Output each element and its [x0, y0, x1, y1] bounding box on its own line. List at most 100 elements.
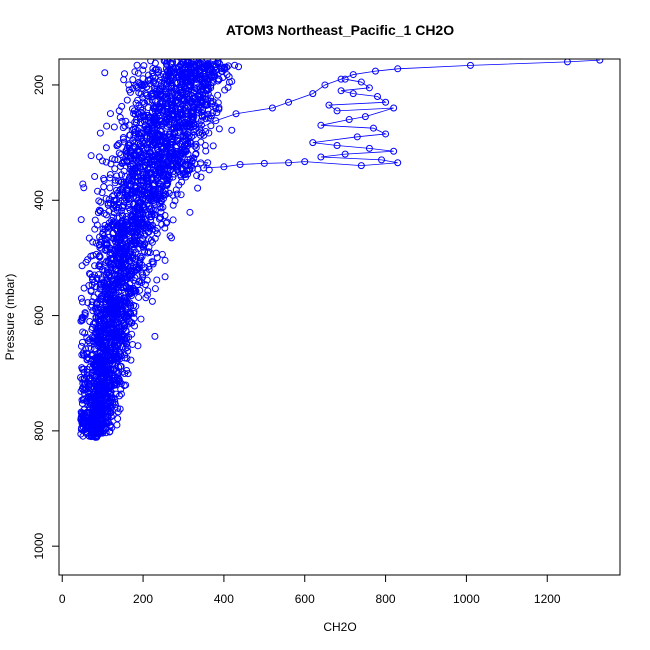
series-1-point — [301, 158, 309, 166]
data-point — [138, 81, 146, 89]
series-0-point — [169, 167, 177, 175]
y-tick-label: 200 — [32, 75, 46, 95]
series-1-point — [184, 156, 192, 164]
data-point — [158, 220, 166, 228]
data-point — [130, 132, 138, 140]
data-point — [127, 302, 135, 310]
y-axis: 200 400 600 800 1000 — [32, 75, 60, 560]
data-point — [160, 171, 168, 179]
data-point — [102, 429, 110, 437]
data-point — [215, 76, 223, 84]
data-point — [102, 158, 110, 166]
data-point — [123, 295, 131, 303]
data-point — [101, 69, 109, 77]
data-point — [202, 87, 210, 95]
series-0-point — [91, 392, 99, 400]
data-point — [77, 216, 85, 224]
data-point — [106, 184, 114, 192]
data-point — [133, 61, 141, 69]
data-point — [131, 210, 139, 218]
data-point — [87, 152, 95, 160]
data-point — [149, 104, 157, 112]
data-point — [176, 127, 184, 135]
data-point — [105, 370, 113, 378]
data-point — [199, 97, 207, 105]
series-0-point — [232, 110, 240, 118]
data-point — [177, 191, 185, 199]
data-point — [193, 172, 201, 180]
data-point — [146, 134, 154, 142]
data-point — [123, 96, 131, 104]
data-point — [98, 157, 106, 165]
data-point — [101, 235, 109, 243]
data-point — [159, 160, 167, 168]
data-point — [190, 84, 198, 92]
data-point — [111, 310, 119, 318]
series-1-point — [349, 90, 357, 98]
data-point — [130, 166, 138, 174]
data-point — [116, 113, 124, 121]
data-point — [228, 126, 236, 134]
data-point — [214, 59, 222, 67]
data-point — [148, 93, 156, 101]
data-point — [117, 385, 125, 393]
data-point — [214, 91, 222, 99]
data-point — [137, 315, 145, 323]
series-0-point — [145, 202, 153, 210]
data-point — [103, 290, 111, 298]
series-1-point — [382, 98, 390, 106]
data-point — [215, 125, 223, 133]
series-1-point — [337, 87, 345, 95]
series-0-point — [101, 323, 109, 331]
data-point — [115, 296, 123, 304]
data-point — [106, 110, 114, 118]
data-point — [103, 257, 111, 265]
data-point — [181, 61, 189, 69]
data-point — [184, 167, 192, 175]
data-point — [212, 105, 220, 113]
data-point — [115, 376, 123, 384]
data-point — [112, 225, 120, 233]
data-point — [143, 144, 151, 152]
data-point — [144, 248, 152, 256]
data-point — [150, 79, 158, 87]
data-point — [90, 293, 98, 301]
data-point — [136, 256, 144, 264]
series-0-point — [151, 193, 159, 201]
data-point — [161, 130, 169, 138]
data-point — [186, 82, 194, 90]
data-point — [162, 137, 170, 145]
data-point — [124, 347, 132, 355]
data-point — [155, 166, 163, 174]
data-point — [156, 203, 164, 211]
data-point — [97, 280, 105, 288]
data-point — [128, 105, 136, 113]
data-point — [140, 117, 148, 125]
data-point — [141, 162, 149, 170]
series-0-point — [105, 306, 113, 314]
data-point — [192, 140, 200, 148]
data-point — [125, 121, 133, 129]
data-point — [202, 127, 210, 135]
series-1-point — [373, 92, 381, 100]
data-point — [146, 113, 154, 121]
data-point — [87, 351, 95, 359]
data-point — [209, 71, 217, 79]
data-point — [193, 99, 201, 107]
data-point — [133, 119, 140, 127]
data-point — [91, 173, 99, 181]
data-point — [139, 195, 147, 203]
data-point — [192, 144, 200, 152]
data-point — [169, 201, 177, 209]
series-1-point — [390, 104, 398, 112]
series-1-point — [369, 124, 377, 132]
data-point — [210, 70, 218, 78]
data-point — [121, 122, 129, 130]
data-point — [186, 166, 194, 174]
series-0-line — [90, 59, 600, 437]
data-point — [146, 225, 154, 233]
data-point — [149, 206, 157, 214]
data-point — [122, 313, 130, 321]
data-point — [134, 110, 142, 118]
data-point — [130, 309, 138, 317]
